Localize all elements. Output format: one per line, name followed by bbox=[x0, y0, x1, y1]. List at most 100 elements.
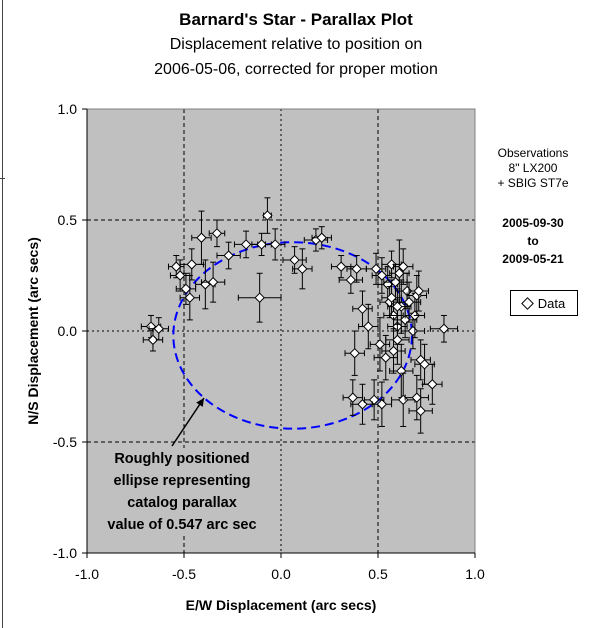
data-point bbox=[264, 228, 286, 261]
data-point-marker bbox=[184, 292, 196, 303]
data-point-marker bbox=[186, 259, 197, 270]
x-tick-label: 0.5 bbox=[368, 566, 388, 582]
data-point bbox=[408, 270, 429, 312]
data-point bbox=[338, 266, 363, 294]
y-tick-label: -0.5 bbox=[53, 434, 77, 450]
data-point bbox=[429, 314, 459, 343]
axes bbox=[82, 108, 476, 558]
data-point-marker bbox=[388, 345, 399, 357]
data-point bbox=[179, 275, 201, 321]
legend: Data bbox=[510, 290, 578, 316]
data-point bbox=[346, 255, 367, 283]
data-point bbox=[389, 239, 410, 308]
date-to: to bbox=[527, 234, 539, 248]
legend-label: Data bbox=[537, 295, 566, 311]
date-range: 2005-09-30 to 2009-05-21 bbox=[488, 214, 578, 268]
data-point-marker bbox=[386, 292, 397, 303]
data-point-marker bbox=[411, 392, 423, 403]
data-point bbox=[369, 317, 391, 372]
data-point-marker bbox=[376, 399, 388, 410]
observation-info: Observations 8" LX200 + SBIG ST7e bbox=[488, 146, 578, 191]
annotation-line-1: Roughly positioned bbox=[114, 451, 250, 467]
data-point-marker bbox=[351, 263, 362, 275]
annotation-line-3: catalog parallax bbox=[127, 495, 237, 511]
data-point-marker bbox=[262, 210, 273, 221]
data-point bbox=[216, 241, 241, 270]
data-point-marker bbox=[196, 232, 207, 243]
data-point bbox=[387, 288, 408, 325]
data-point-marker bbox=[370, 263, 382, 275]
observation-line-1: Observations bbox=[497, 146, 569, 160]
x-tick-label: -0.5 bbox=[172, 566, 196, 582]
chart-title: Barnard's Star - Parallax Plot bbox=[179, 10, 413, 29]
data-point bbox=[311, 226, 332, 250]
observation-line-2: 8" LX200 bbox=[508, 161, 558, 175]
tick-labels: -1.0 -0.5 0.0 0.5 1.0 -1.0 -0.5 0.0 0.5 1.0 bbox=[53, 101, 485, 582]
data-point-marker bbox=[207, 276, 219, 288]
data-point-marker bbox=[413, 285, 424, 297]
data-point-marker bbox=[223, 250, 234, 261]
data-point-marker bbox=[427, 379, 438, 390]
data-point bbox=[414, 343, 435, 385]
y-tick-label: 1.0 bbox=[58, 101, 78, 117]
x-tick-label: 1.0 bbox=[465, 566, 485, 582]
data-point-marker bbox=[419, 359, 430, 370]
data-point-marker bbox=[147, 334, 159, 346]
data-point-marker bbox=[335, 261, 347, 272]
data-point-marker bbox=[349, 347, 360, 359]
data-points bbox=[140, 197, 459, 434]
data-point-marker bbox=[357, 303, 368, 315]
data-point bbox=[371, 381, 393, 427]
x-axis-label: E/W Displacement (arc secs) bbox=[186, 597, 377, 613]
data-point bbox=[175, 272, 197, 305]
annotation-arrow bbox=[171, 397, 205, 447]
data-point-marker bbox=[180, 283, 192, 295]
data-point bbox=[381, 279, 402, 316]
data-point-marker bbox=[392, 334, 403, 346]
data-point-marker bbox=[374, 339, 386, 350]
data-point bbox=[358, 303, 379, 350]
data-point bbox=[148, 317, 169, 341]
date-end: 2009-05-21 bbox=[502, 252, 564, 266]
ellipse-layer bbox=[172, 241, 413, 430]
x-tick-label: 0.0 bbox=[271, 566, 291, 582]
data-point bbox=[292, 248, 313, 290]
grid-lines bbox=[87, 109, 475, 553]
annotation-line-2: ellipse representing bbox=[113, 473, 251, 489]
data-point-marker bbox=[415, 405, 426, 417]
data-point bbox=[344, 330, 365, 376]
data-point bbox=[191, 210, 212, 265]
data-point-marker bbox=[153, 323, 164, 334]
data-point-marker bbox=[438, 323, 450, 334]
chart-subtitle-line-1: Displacement relative to position on bbox=[169, 36, 423, 53]
legend-diamond-icon bbox=[520, 296, 534, 310]
data-point bbox=[404, 374, 429, 421]
y-tick-label: 0.5 bbox=[58, 212, 78, 228]
data-point bbox=[381, 328, 406, 374]
data-point-marker bbox=[376, 270, 388, 281]
data-point-marker bbox=[211, 228, 223, 239]
data-point-marker bbox=[174, 270, 186, 281]
data-point bbox=[352, 290, 373, 328]
data-point bbox=[422, 363, 443, 405]
data-point-marker bbox=[394, 268, 405, 279]
x-tick-label: -1.0 bbox=[75, 566, 99, 582]
data-point-marker bbox=[297, 263, 308, 275]
data-point-marker bbox=[316, 232, 327, 243]
data-point-marker bbox=[345, 274, 357, 286]
data-point bbox=[233, 230, 259, 259]
data-point bbox=[262, 197, 273, 234]
data-point bbox=[342, 379, 363, 416]
ellipse-annotation: Roughly positioned ellipse representing … bbox=[96, 448, 268, 536]
data-point-marker bbox=[289, 254, 300, 266]
data-point-marker bbox=[392, 301, 403, 312]
data-point bbox=[393, 248, 414, 285]
date-start: 2005-09-30 bbox=[502, 216, 564, 230]
arrow-shaft bbox=[171, 397, 205, 447]
data-point bbox=[200, 261, 226, 303]
y-tick-label: -1.0 bbox=[53, 545, 77, 561]
chart-subtitle-line-2: 2006-05-06, corrected for proper motion bbox=[154, 61, 438, 78]
data-point-marker bbox=[398, 261, 409, 272]
data-point-marker bbox=[240, 239, 252, 250]
data-point-marker bbox=[256, 239, 267, 250]
